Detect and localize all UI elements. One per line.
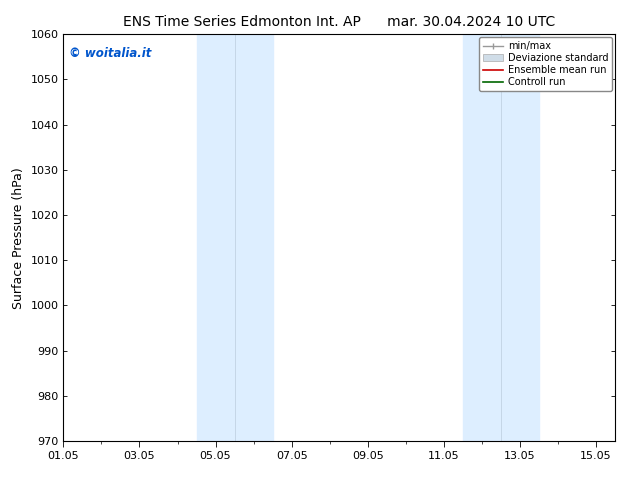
Title: ENS Time Series Edmonton Int. AP      mar. 30.04.2024 10 UTC: ENS Time Series Edmonton Int. AP mar. 30… [123, 15, 555, 29]
Y-axis label: Surface Pressure (hPa): Surface Pressure (hPa) [12, 167, 25, 309]
Legend: min/max, Deviazione standard, Ensemble mean run, Controll run: min/max, Deviazione standard, Ensemble m… [479, 37, 612, 91]
Bar [235, 34, 273, 441]
Text: © woitalia.it: © woitalia.it [69, 47, 152, 59]
Bar [463, 34, 501, 441]
Bar [197, 34, 235, 441]
Bar [501, 34, 539, 441]
